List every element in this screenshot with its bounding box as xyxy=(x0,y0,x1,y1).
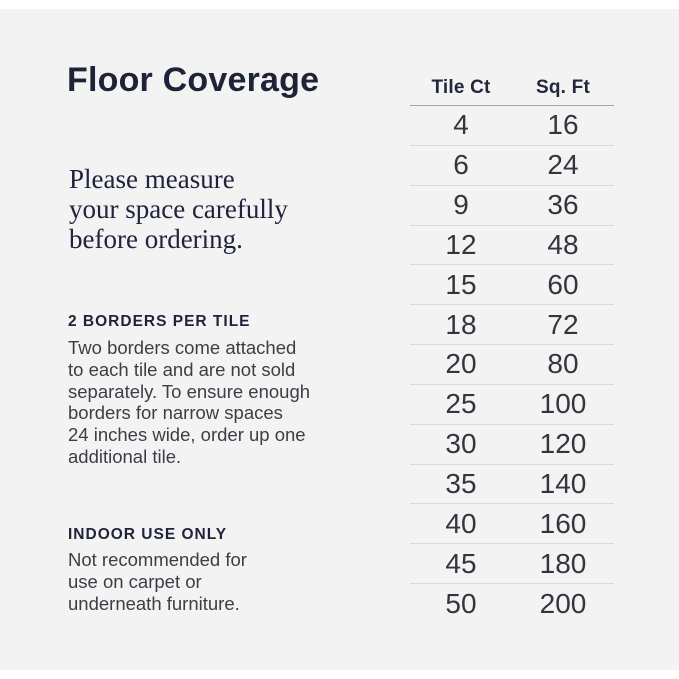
section-body-indoor: Not recommended for use on carpet or und… xyxy=(68,549,247,614)
table-row: 35 140 xyxy=(410,465,614,505)
table-row: 4 16 xyxy=(410,106,614,146)
table-row: 15 60 xyxy=(410,265,614,306)
page-title: Floor Coverage xyxy=(67,61,320,99)
sqft-cell: 80 xyxy=(547,348,579,380)
tile-count-cell: 30 xyxy=(445,428,477,460)
intro-note: Please measure your space carefully befo… xyxy=(69,164,288,254)
table-header-row: Tile Ct Sq. Ft xyxy=(410,70,614,106)
section-heading-indoor: INDOOR USE ONLY xyxy=(68,526,228,543)
tile-count-cell: 12 xyxy=(445,228,477,260)
table-row: 40 160 xyxy=(410,504,614,545)
tile-count-cell: 35 xyxy=(445,468,477,500)
table-row: 18 72 xyxy=(410,305,614,346)
table-row: 6 24 xyxy=(410,146,614,186)
column-header-sq-ft: Sq. Ft xyxy=(536,76,590,98)
tile-count-cell: 40 xyxy=(445,507,477,539)
tile-count-cell: 4 xyxy=(453,109,469,141)
sqft-cell: 60 xyxy=(547,268,579,300)
table-row: 25 100 xyxy=(410,385,614,425)
table-row: 20 80 xyxy=(410,345,614,385)
table-row: 9 36 xyxy=(410,186,614,226)
sqft-cell: 36 xyxy=(547,189,579,221)
sqft-cell: 140 xyxy=(539,468,587,500)
table-row: 50 200 xyxy=(410,584,614,624)
sqft-cell: 120 xyxy=(539,428,587,460)
column-header-tile-ct: Tile Ct xyxy=(431,76,491,98)
panel-background xyxy=(0,9,679,670)
section-heading-borders: 2 BORDERS PER TILE xyxy=(68,313,251,330)
tile-count-cell: 50 xyxy=(445,588,477,620)
tile-count-cell: 45 xyxy=(445,547,477,579)
tile-count-cell: 9 xyxy=(453,189,469,221)
sqft-cell: 48 xyxy=(547,228,579,260)
tile-count-cell: 6 xyxy=(453,149,469,181)
sqft-cell: 16 xyxy=(547,109,579,141)
table-row: 12 48 xyxy=(410,226,614,266)
sqft-cell: 180 xyxy=(539,547,587,579)
table-row: 45 180 xyxy=(410,544,614,585)
table-body: 4 16 6 24 9 36 12 48 15 60 18 72 20 80 2… xyxy=(410,106,614,624)
tile-count-cell: 20 xyxy=(445,348,477,380)
table-row: 30 120 xyxy=(410,425,614,465)
sqft-cell: 160 xyxy=(539,507,587,539)
sqft-cell: 100 xyxy=(539,388,587,420)
section-body-borders: Two borders come attached to each tile a… xyxy=(68,337,311,467)
tile-count-cell: 15 xyxy=(445,268,477,300)
sqft-cell: 200 xyxy=(539,588,587,620)
tile-count-cell: 18 xyxy=(445,308,477,340)
tile-count-cell: 25 xyxy=(445,388,477,420)
sqft-cell: 72 xyxy=(547,308,579,340)
sqft-cell: 24 xyxy=(547,149,579,181)
coverage-table: Tile Ct Sq. Ft 4 16 6 24 9 36 12 48 15 6… xyxy=(410,70,614,624)
